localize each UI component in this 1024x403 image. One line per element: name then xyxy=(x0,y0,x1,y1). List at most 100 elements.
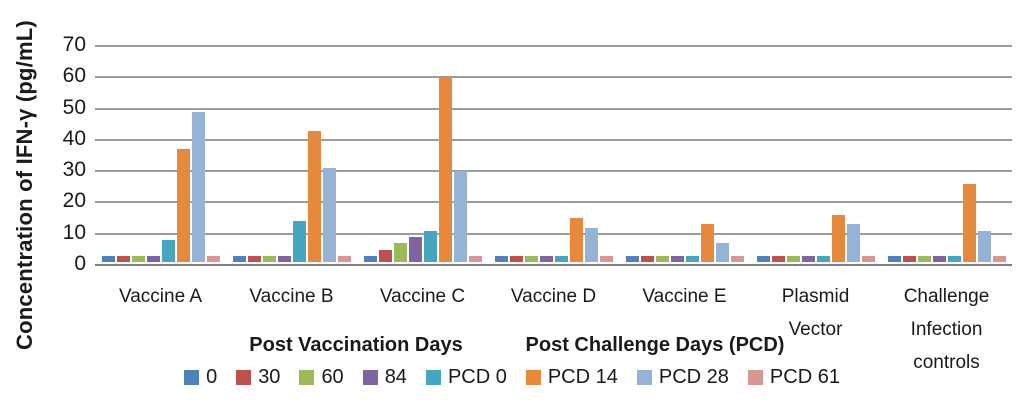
category-cell-vaccine-c: Vaccine C xyxy=(357,280,488,379)
bar-vaccine-d-30 xyxy=(509,255,523,262)
group-vaccine-c xyxy=(357,43,488,262)
bar-vaccine-e-60 xyxy=(655,255,669,262)
bar-vaccine-b-0 xyxy=(232,255,246,262)
x-axis-title-post-challenge: Post Challenge Days (PCD) xyxy=(525,334,785,356)
group-vaccine-d xyxy=(488,43,619,262)
legend-item-0: 0 xyxy=(184,366,217,389)
legend: 0 30 60 84 PCD 0 PCD 14 PCD 28 PCD 61 xyxy=(0,366,1024,389)
bar-vaccine-b-pcd-28 xyxy=(322,168,336,262)
gridline-30 xyxy=(95,170,1012,173)
category-cell-vaccine-d: Vaccine D xyxy=(488,280,619,379)
legend-swatch-pcd-61 xyxy=(747,370,763,385)
bar-vaccine-e-84 xyxy=(670,255,684,262)
legend-label-pcd-61: PCD 61 xyxy=(769,366,840,388)
legend-label-pcd-14: PCD 14 xyxy=(547,366,618,388)
plot-area xyxy=(95,43,1012,266)
y-tick-10: 10 xyxy=(62,220,86,244)
legend-swatch-30 xyxy=(236,370,252,385)
legend-item-30: 30 xyxy=(236,366,280,389)
bar-vaccine-d-0 xyxy=(494,255,508,262)
bar-vaccine-a-pcd-61 xyxy=(206,255,220,262)
bar-challenge-infection-controls-pcd-14 xyxy=(962,183,976,262)
gridline-50 xyxy=(95,107,1012,110)
group-plasmid-vector xyxy=(750,43,881,262)
bar-challenge-infection-controls-pcd-61 xyxy=(992,255,1006,262)
bar-vaccine-b-84 xyxy=(277,255,291,262)
bar-vaccine-a-30 xyxy=(116,255,130,262)
bar-vaccine-e-pcd-28 xyxy=(715,243,729,262)
bar-plasmid-vector-60 xyxy=(786,255,800,262)
bar-groups xyxy=(95,43,1012,262)
bar-challenge-infection-controls-pcd-0 xyxy=(947,255,961,262)
bar-vaccine-c-0 xyxy=(363,255,377,262)
bar-plasmid-vector-0 xyxy=(756,255,770,262)
legend-item-pcd-28: PCD 28 xyxy=(636,366,729,389)
bar-plasmid-vector-pcd-28 xyxy=(846,224,860,262)
bar-vaccine-e-30 xyxy=(640,255,654,262)
legend-swatch-pcd-28 xyxy=(636,370,652,385)
gridline-20 xyxy=(95,201,1012,204)
category-axis: Vaccine A Vaccine B Vaccine C Vaccine D Vacc… xyxy=(95,280,1012,379)
bar-vaccine-d-84 xyxy=(539,255,553,262)
bar-vaccine-c-pcd-61 xyxy=(468,255,482,262)
bar-vaccine-c-60 xyxy=(393,243,407,262)
bar-challenge-infection-controls-60 xyxy=(917,255,931,262)
legend-item-pcd-61: PCD 61 xyxy=(747,366,840,389)
legend-label-30: 30 xyxy=(258,366,281,388)
group-vaccine-e xyxy=(619,43,750,262)
bar-vaccine-e-0 xyxy=(625,255,639,262)
category-label-challenge-infection-controls: Challenge Infection controls xyxy=(903,286,990,373)
legend-item-pcd-14: PCD 14 xyxy=(525,366,618,389)
legend-label-60: 60 xyxy=(321,366,344,388)
bar-vaccine-a-pcd-14 xyxy=(176,149,190,262)
bar-vaccine-c-30 xyxy=(378,249,392,262)
bar-vaccine-a-84 xyxy=(146,255,160,262)
legend-item-60: 60 xyxy=(299,366,344,389)
y-tick-50: 50 xyxy=(62,95,86,119)
category-cell-challenge-infection-controls: Challenge Infection controls xyxy=(881,280,1012,379)
bar-vaccine-c-84 xyxy=(408,236,422,262)
group-vaccine-a xyxy=(95,43,226,262)
category-cell-vaccine-a: Vaccine A xyxy=(95,280,226,379)
y-tick-20: 20 xyxy=(62,189,86,213)
y-tick-0: 0 xyxy=(74,252,86,275)
y-tick-40: 40 xyxy=(62,126,86,150)
group-vaccine-b xyxy=(226,43,357,262)
bar-vaccine-d-pcd-28 xyxy=(584,227,598,262)
bar-plasmid-vector-84 xyxy=(801,255,815,262)
bar-vaccine-d-60 xyxy=(524,255,538,262)
bar-plasmid-vector-30 xyxy=(771,255,785,262)
bar-plasmid-vector-pcd-0 xyxy=(816,255,830,262)
category-cell-plasmid-vector: Plasmid Vector xyxy=(750,280,881,379)
x-axis-title-post-vaccination: Post Vaccination Days xyxy=(249,334,463,356)
category-label-vaccine-b: Vaccine B xyxy=(249,286,334,307)
bar-plasmid-vector-pcd-14 xyxy=(831,215,845,262)
bar-vaccine-c-pcd-14 xyxy=(438,77,452,262)
bar-challenge-infection-controls-0 xyxy=(887,255,901,262)
legend-swatch-pcd-0 xyxy=(425,370,441,385)
legend-swatch-60 xyxy=(299,370,315,385)
group-challenge-infection-controls xyxy=(881,43,1012,262)
bar-vaccine-b-pcd-0 xyxy=(292,221,306,262)
bar-vaccine-b-pcd-14 xyxy=(307,130,321,262)
category-cell-vaccine-e: Vaccine E xyxy=(619,280,750,379)
bar-vaccine-d-pcd-61 xyxy=(599,255,613,262)
legend-swatch-pcd-14 xyxy=(525,370,541,385)
legend-item-84: 84 xyxy=(362,366,407,389)
y-tick-30: 30 xyxy=(62,158,86,182)
legend-swatch-84 xyxy=(362,370,378,385)
x-axis-line xyxy=(95,264,1012,266)
category-label-vaccine-d: Vaccine D xyxy=(510,286,597,307)
bar-vaccine-d-pcd-0 xyxy=(554,255,568,262)
bar-vaccine-a-60 xyxy=(131,255,145,262)
bar-vaccine-b-30 xyxy=(247,255,261,262)
legend-swatch-0 xyxy=(184,370,200,385)
bar-vaccine-c-pcd-0 xyxy=(423,230,437,262)
category-cell-vaccine-b: Vaccine B xyxy=(226,280,357,379)
y-tick-60: 60 xyxy=(62,64,86,88)
bar-vaccine-a-0 xyxy=(101,255,115,262)
bar-vaccine-e-pcd-0 xyxy=(685,255,699,262)
category-label-vaccine-a: Vaccine A xyxy=(118,286,203,307)
bar-challenge-infection-controls-30 xyxy=(902,255,916,262)
